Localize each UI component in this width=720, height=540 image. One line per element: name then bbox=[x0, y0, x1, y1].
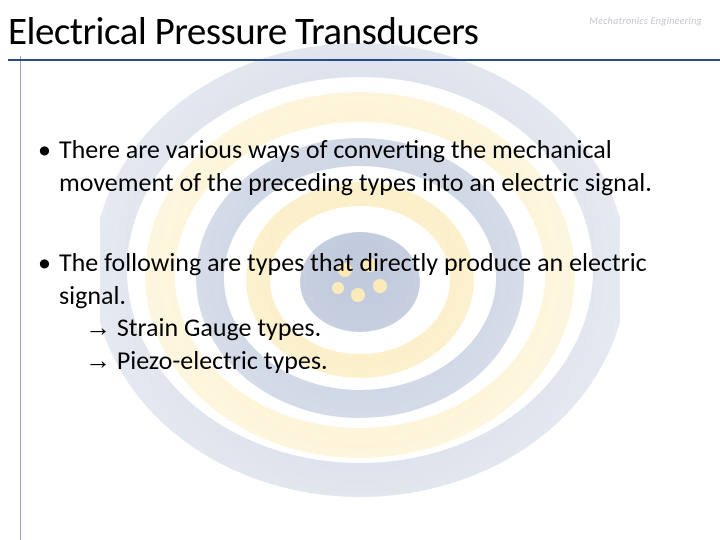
sub-bullet-text: Strain Gauge types. bbox=[117, 311, 321, 343]
bullet-marker: • bbox=[38, 133, 51, 198]
bullet-main-text: The following are types that directly pr… bbox=[59, 246, 647, 311]
bullet-text: The following are types that directly pr… bbox=[59, 246, 682, 376]
bullet-item: • There are various ways of converting t… bbox=[38, 133, 682, 198]
content-area: • There are various ways of converting t… bbox=[0, 61, 720, 376]
bullet-marker: • bbox=[38, 246, 51, 376]
bullet-text: There are various ways of converting the… bbox=[59, 133, 682, 198]
sub-bullet: → Piezo-electric types. bbox=[59, 344, 682, 377]
arrow-icon: → bbox=[85, 345, 111, 375]
bullet-item: • The following are types that directly … bbox=[38, 246, 682, 376]
arrow-icon: → bbox=[85, 312, 111, 342]
slide-title: Electrical Pressure Transducers bbox=[8, 8, 720, 57]
sub-bullet-text: Piezo-electric types. bbox=[117, 344, 328, 376]
title-area: Electrical Pressure Transducers bbox=[0, 0, 720, 61]
sub-bullet: → Strain Gauge types. bbox=[59, 311, 682, 344]
